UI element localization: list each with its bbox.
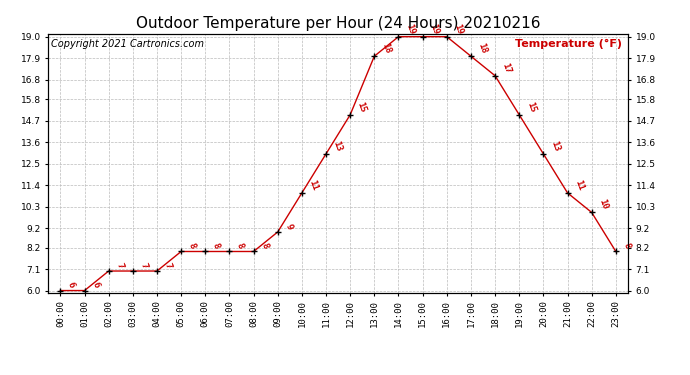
Text: 18: 18 <box>380 42 392 55</box>
Text: 10: 10 <box>598 198 609 211</box>
Text: 11: 11 <box>308 178 319 192</box>
Text: 6: 6 <box>66 281 76 289</box>
Text: 7: 7 <box>115 261 124 270</box>
Text: 8: 8 <box>235 242 245 250</box>
Text: 17: 17 <box>501 61 513 74</box>
Text: 8: 8 <box>211 242 221 250</box>
Text: Copyright 2021 Cartronics.com: Copyright 2021 Cartronics.com <box>51 39 204 49</box>
Text: 6: 6 <box>90 281 100 289</box>
Text: 18: 18 <box>477 42 489 55</box>
Text: 8: 8 <box>622 242 631 250</box>
Title: Outdoor Temperature per Hour (24 Hours) 20210216: Outdoor Temperature per Hour (24 Hours) … <box>136 16 540 31</box>
Text: 13: 13 <box>549 139 561 153</box>
Text: Temperature (°F): Temperature (°F) <box>515 39 622 49</box>
Text: 7: 7 <box>139 261 148 270</box>
Text: 19: 19 <box>453 22 464 35</box>
Text: 8: 8 <box>259 242 269 250</box>
Text: 11: 11 <box>573 178 585 192</box>
Text: 9: 9 <box>284 222 293 231</box>
Text: 15: 15 <box>356 100 368 113</box>
Text: 8: 8 <box>187 242 197 250</box>
Text: 13: 13 <box>332 139 344 153</box>
Text: 15: 15 <box>525 100 537 113</box>
Text: 19: 19 <box>428 22 440 35</box>
Text: 7: 7 <box>163 261 172 270</box>
Text: 19: 19 <box>404 22 416 35</box>
